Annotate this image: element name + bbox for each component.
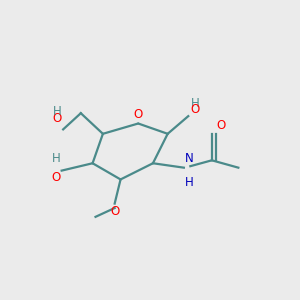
Text: N: N: [185, 152, 194, 165]
Text: O: O: [216, 119, 226, 132]
Text: O: O: [190, 103, 200, 116]
Text: H: H: [190, 97, 200, 110]
Text: H: H: [53, 105, 62, 118]
Text: O: O: [134, 108, 143, 121]
Text: O: O: [51, 172, 60, 184]
Text: H: H: [185, 176, 194, 190]
Text: O: O: [52, 112, 62, 125]
Text: O: O: [110, 205, 119, 218]
Text: H: H: [51, 152, 60, 165]
